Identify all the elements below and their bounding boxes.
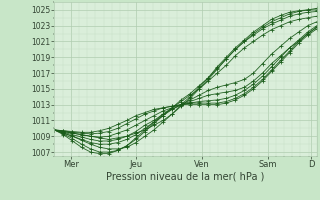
X-axis label: Pression niveau de la mer( hPa ): Pression niveau de la mer( hPa ) [107, 172, 265, 182]
